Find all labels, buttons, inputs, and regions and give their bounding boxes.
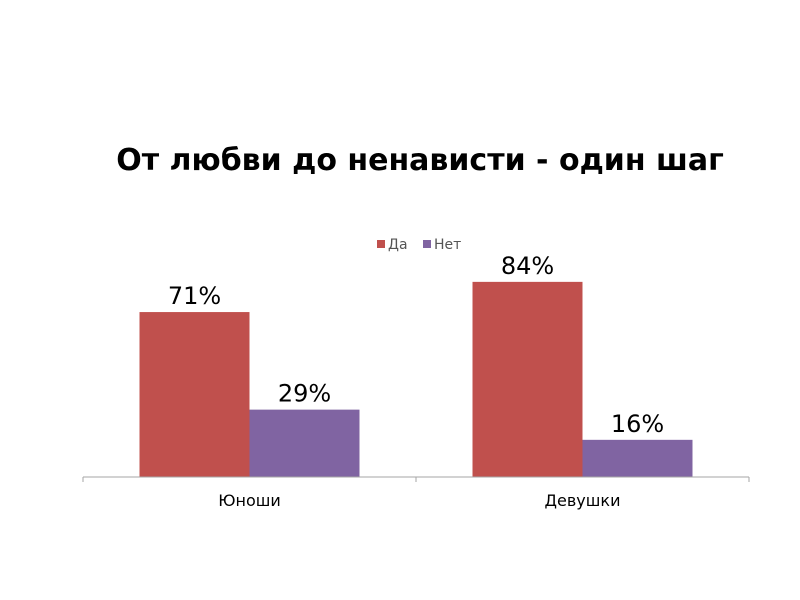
category-label-0: Юноши	[218, 491, 281, 510]
data-labels-group: 71% 29% 84% 16%	[168, 252, 664, 438]
data-label-net-1: 16%	[611, 410, 664, 438]
x-axis-ticks	[82, 477, 750, 482]
bar-da-1	[472, 281, 583, 477]
category-labels-group: Юноши Девушки	[218, 491, 620, 510]
bar-net-0	[249, 409, 360, 477]
bars-group	[139, 281, 693, 477]
data-label-net-0: 29%	[278, 380, 331, 408]
chart-title: От любви до ненависти - один шаг	[116, 143, 724, 178]
category-label-1: Девушки	[545, 491, 621, 510]
legend-swatch-da	[377, 240, 385, 248]
legend-swatch-net	[423, 240, 431, 248]
legend-label-net: Нет	[434, 237, 461, 253]
data-label-da-0: 71%	[168, 282, 221, 310]
legend-label-da: Да	[388, 237, 408, 253]
bar-da-0	[139, 312, 250, 477]
data-label-da-1: 84%	[501, 252, 554, 280]
bar-net-1	[582, 439, 693, 477]
legend: Да Нет	[377, 237, 461, 253]
